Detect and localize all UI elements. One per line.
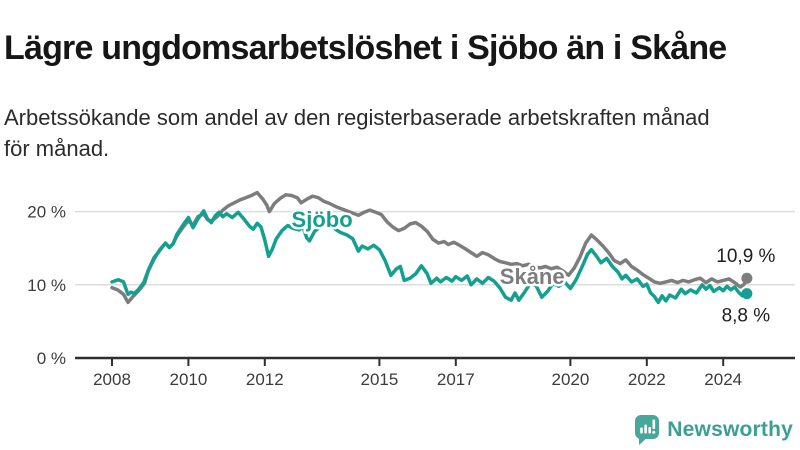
page-title: Lägre ungdomsarbetslöshet i Sjöbo än i S…	[4, 28, 727, 67]
y-tick-label: 0 %	[37, 349, 66, 368]
brand-name: Newsworthy	[667, 418, 793, 441]
x-tick-label: 2022	[628, 370, 666, 389]
series-line-sjobo	[110, 209, 749, 305]
series-label-skane: Skåne	[500, 264, 565, 289]
y-tick-label: 10 %	[27, 276, 66, 295]
end-dot-skane	[741, 272, 753, 284]
newsworthy-logo: Newsworthy	[634, 414, 793, 446]
newsworthy-logo-icon	[635, 415, 660, 445]
y-tick-label: 20 %	[27, 203, 66, 222]
x-tick-label: 2015	[360, 370, 398, 389]
x-tick-label: 2024	[704, 370, 742, 389]
x-tick-label: 2010	[169, 370, 207, 389]
end-value-label-skane: 10,9 %	[716, 246, 775, 267]
x-tick-label: 2017	[437, 370, 475, 389]
end-value-label-sjobo: 8,8 %	[722, 306, 771, 327]
chart-subtitle: Arbetssökande som andel av den registerb…	[4, 105, 710, 161]
x-tick-label: 2012	[246, 370, 284, 389]
end-dot-sjobo	[741, 288, 753, 300]
series-line-skane	[110, 190, 749, 305]
x-tick-label: 2020	[551, 370, 589, 389]
series-label-sjobo: Sjöbo	[292, 207, 353, 232]
x-tick-label: 2008	[93, 370, 131, 389]
